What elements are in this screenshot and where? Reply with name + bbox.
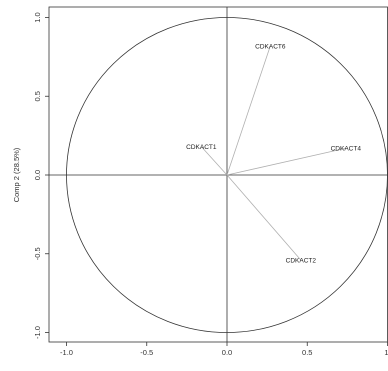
label-cdkact6: CDKACT6 bbox=[255, 43, 286, 50]
y-tick-label: 1.0 bbox=[33, 12, 42, 22]
vector-cdkact1 bbox=[201, 146, 228, 176]
label-cdkact1: CDKACT1 bbox=[186, 144, 217, 151]
y-tick-label: 0.0 bbox=[33, 170, 42, 180]
y-tick-label: 0.5 bbox=[33, 91, 42, 101]
y-tick-label: -1.0 bbox=[33, 326, 42, 339]
x-tick-label: -1.0 bbox=[60, 348, 73, 357]
x-tick-label: 0.0 bbox=[222, 348, 232, 357]
x-tick-label: 0.5 bbox=[302, 348, 312, 357]
vector-cdkact2 bbox=[226, 174, 302, 261]
plot-frame bbox=[48, 6, 388, 343]
y-tick-label: -0.5 bbox=[33, 247, 42, 260]
y-axis-title: Comp 2 (28.5%) bbox=[12, 147, 21, 202]
vector-cdkact4 bbox=[226, 147, 346, 176]
x-tick-label: 1. bbox=[384, 348, 388, 357]
label-cdkact2: CDKACT2 bbox=[286, 258, 317, 265]
x-tick-label: -0.5 bbox=[140, 348, 153, 357]
label-cdkact4: CDKACT4 bbox=[331, 146, 362, 153]
vector-cdkact6 bbox=[226, 45, 271, 176]
